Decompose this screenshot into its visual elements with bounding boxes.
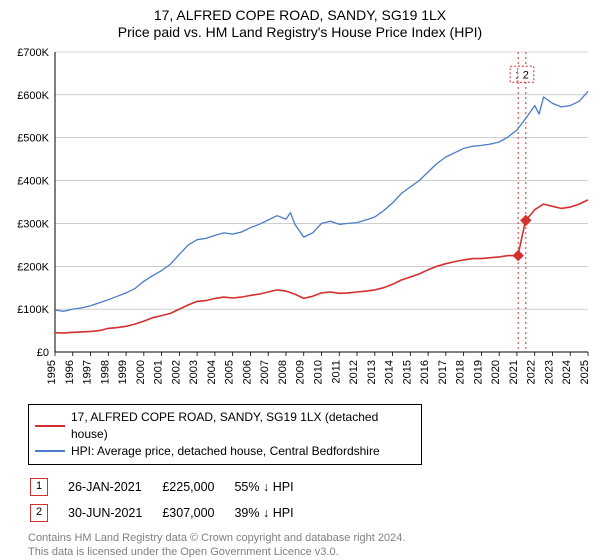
svg-text:2020: 2020 [490,360,502,384]
annotation-price: £225,000 [162,475,232,499]
price-chart: £0 £100K £200K £300K £400K £500K £600K £700K 199… [0,44,600,404]
svg-text:£300K: £300K [17,219,49,231]
chart-container: { "title_line1": "17, ALFRED COPE ROAD, … [0,0,600,560]
svg-text:2024: 2024 [561,360,573,384]
svg-text:1995: 1995 [46,360,58,384]
svg-text:2021: 2021 [508,360,520,384]
legend-item: HPI: Average price, detached house, Cent… [35,443,415,460]
annotation-row: 1 26-JAN-2021£225,00055% ↓ HPI [30,475,312,499]
svg-text:2007: 2007 [259,360,271,384]
legend-swatch [35,425,65,427]
svg-text:2000: 2000 [135,360,147,384]
annotation-row: 2 30-JUN-2021£307,00039% ↓ HPI [30,501,312,525]
svg-text:2012: 2012 [348,360,360,384]
svg-text:2002: 2002 [170,360,182,384]
svg-text:£100K: £100K [17,304,49,316]
svg-text:2015: 2015 [401,360,413,384]
svg-text:2: 2 [523,69,529,81]
legend-label: 17, ALFRED COPE ROAD, SANDY, SG19 1LX (d… [71,409,415,443]
caption-line1: Contains HM Land Registry data © Crown c… [28,532,405,544]
svg-text:2009: 2009 [295,360,307,384]
svg-text:£600K: £600K [17,90,49,102]
svg-text:2013: 2013 [366,360,378,384]
svg-text:£400K: £400K [17,176,49,188]
annotation-table: 1 26-JAN-2021£225,00055% ↓ HPI 2 30-JUN-202… [28,473,314,527]
svg-text:2019: 2019 [472,360,484,384]
title-line1: 17, ALFRED COPE ROAD, SANDY, SG19 1LX [0,0,600,24]
svg-text:1998: 1998 [99,360,111,384]
title-line2: Price paid vs. HM Land Registry's House … [0,24,600,44]
legend-swatch [35,450,65,452]
svg-text:2010: 2010 [313,360,325,384]
svg-text:2005: 2005 [224,360,236,384]
svg-text:2025: 2025 [579,360,591,384]
svg-text:2016: 2016 [419,360,431,384]
svg-text:2023: 2023 [543,360,555,384]
svg-text:1999: 1999 [117,360,129,384]
svg-text:2022: 2022 [526,360,538,384]
svg-text:1997: 1997 [82,360,94,384]
svg-text:£0: £0 [37,347,49,359]
annotation-index: 1 [30,478,48,496]
svg-text:1996: 1996 [64,360,76,384]
svg-text:£200K: £200K [17,261,49,273]
annotation-delta: 55% ↓ HPI [234,475,311,499]
legend-label: HPI: Average price, detached house, Cent… [71,443,380,460]
annotation-date: 26-JAN-2021 [68,475,160,499]
svg-text:£500K: £500K [17,133,49,145]
svg-text:2001: 2001 [153,360,165,384]
legend-item: 17, ALFRED COPE ROAD, SANDY, SG19 1LX (d… [35,409,415,443]
caption-line2: This data is licensed under the Open Gov… [28,546,339,558]
legend: 17, ALFRED COPE ROAD, SANDY, SG19 1LX (d… [28,404,422,464]
svg-text:2004: 2004 [206,360,218,384]
svg-text:2006: 2006 [241,360,253,384]
svg-text:2014: 2014 [384,360,396,384]
annotation-delta: 39% ↓ HPI [234,501,311,525]
svg-text:£700K: £700K [17,47,49,59]
svg-text:2018: 2018 [455,360,467,384]
caption: Contains HM Land Registry data © Crown c… [28,531,600,560]
svg-text:2017: 2017 [437,360,449,384]
annotation-index: 2 [30,504,48,522]
annotation-price: £307,000 [162,501,232,525]
svg-text:2003: 2003 [188,360,200,384]
annotation-date: 30-JUN-2021 [68,501,160,525]
svg-text:2008: 2008 [277,360,289,384]
svg-text:2011: 2011 [330,360,342,384]
